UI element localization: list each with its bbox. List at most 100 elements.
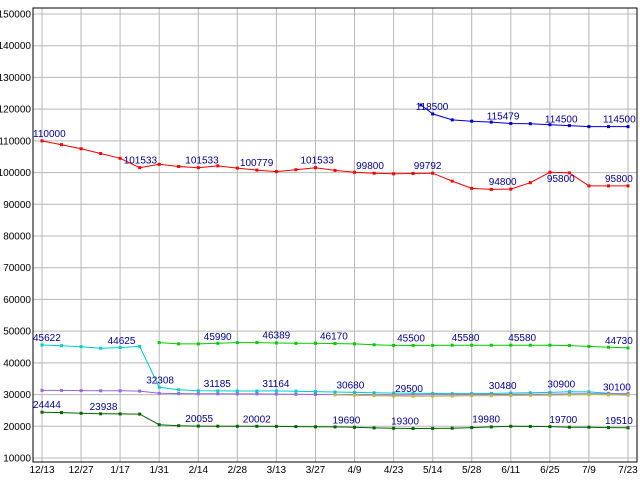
series-marker-purple <box>294 392 298 396</box>
series-marker-red <box>353 170 356 174</box>
series-marker-red <box>216 164 220 168</box>
series-marker-purple <box>235 392 239 396</box>
y-axis-tick-label: 10000 <box>3 454 31 465</box>
series-marker-blue <box>528 122 532 126</box>
series-marker-red <box>626 184 630 188</box>
series-marker-darkgreen <box>216 424 220 428</box>
series-marker-darkgreen <box>274 424 278 428</box>
y-axis-tick-label: 30000 <box>3 390 31 401</box>
series-marker-darkgreen <box>157 423 161 427</box>
data-point-label: 99792 <box>414 161 442 172</box>
series-marker-red <box>79 147 83 151</box>
series-marker-yellow <box>470 394 474 398</box>
y-axis-tick-label: 140000 <box>0 41 31 52</box>
data-point-label: 30900 <box>547 380 575 391</box>
y-axis-tick-label: 130000 <box>0 73 31 84</box>
series-marker-purple <box>216 392 220 396</box>
x-axis-tick-label: 7/23 <box>618 465 638 476</box>
y-axis-tick-label: 80000 <box>3 232 31 243</box>
series-marker-green <box>314 341 317 345</box>
series-marker-green <box>177 342 181 346</box>
data-point-label: 46170 <box>320 331 348 342</box>
series-marker-purple <box>79 389 83 393</box>
series-marker-green <box>255 341 259 345</box>
data-point-label: 45580 <box>452 333 480 344</box>
series-marker-green <box>216 341 220 345</box>
y-axis-tick-label: 70000 <box>3 263 31 274</box>
data-point-label: 30100 <box>603 382 631 393</box>
series-marker-yellow <box>626 393 630 397</box>
data-point-label: 19300 <box>391 417 419 428</box>
series-marker-red <box>509 187 513 191</box>
series-marker-cyan <box>138 344 142 348</box>
series-marker-blue <box>450 118 454 122</box>
series-marker-green <box>372 343 376 347</box>
x-axis-tick-label: 4/23 <box>384 465 404 476</box>
x-axis-tick-label: 5/14 <box>423 465 443 476</box>
series-marker-red <box>567 171 571 175</box>
series-marker-green <box>235 341 239 345</box>
series-marker-cyan <box>294 389 298 393</box>
x-axis-tick-label: 3/27 <box>306 465 326 476</box>
data-point-label: 101533 <box>185 156 219 167</box>
series-marker-blue <box>567 124 571 128</box>
series-marker-cyan <box>314 390 317 394</box>
series-marker-green <box>470 343 474 347</box>
series-marker-green <box>274 341 278 345</box>
y-axis-tick-label: 110000 <box>0 136 31 147</box>
data-point-label: 118500 <box>416 102 449 113</box>
series-marker-red <box>431 171 435 175</box>
series-marker-green <box>392 343 396 347</box>
series-marker-darkgreen <box>294 425 298 429</box>
series-marker-yellow <box>411 394 415 398</box>
series-marker-purple <box>157 391 161 395</box>
data-point-label: 99800 <box>356 161 384 172</box>
series-marker-green <box>587 344 591 348</box>
series-marker-purple <box>99 389 103 393</box>
y-axis-tick-label: 20000 <box>3 422 31 433</box>
data-point-label: 19700 <box>549 415 577 426</box>
series-marker-yellow <box>489 394 493 398</box>
series-marker-red <box>333 168 337 172</box>
data-point-label: 30680 <box>337 380 365 391</box>
series-marker-blue <box>509 122 513 125</box>
series-marker-red <box>450 179 454 183</box>
series-marker-green <box>548 343 552 347</box>
series-marker-red <box>255 168 259 172</box>
x-axis-tick-label: 12/27 <box>69 465 94 476</box>
series-marker-darkgreen <box>235 424 239 428</box>
series-marker-cyan <box>274 389 278 393</box>
series-marker-darkgreen <box>79 411 83 415</box>
series-marker-green <box>528 343 532 347</box>
series-marker-blue <box>470 119 474 123</box>
series-marker-red <box>528 181 532 185</box>
series-marker-yellow <box>392 394 396 398</box>
series-marker-purple <box>40 388 44 392</box>
series-marker-yellow <box>353 393 356 397</box>
series-marker-red <box>392 172 396 176</box>
series-marker-green <box>333 342 337 346</box>
x-axis-tick-label: 4/9 <box>348 465 362 476</box>
series-marker-green <box>489 343 493 347</box>
data-point-label: 24444 <box>33 400 61 411</box>
series-marker-green <box>450 343 454 347</box>
series-marker-red <box>118 156 122 160</box>
x-axis-tick-label: 7/9 <box>582 465 596 476</box>
data-point-label: 101533 <box>124 156 158 167</box>
series-marker-red <box>138 166 142 170</box>
series-marker-darkgreen <box>489 425 493 429</box>
series-marker-cyan <box>333 390 337 394</box>
data-point-label: 46389 <box>262 331 290 342</box>
data-point-label: 23938 <box>90 402 118 413</box>
series-marker-darkgreen <box>196 424 200 428</box>
data-point-label: 115479 <box>487 112 520 123</box>
data-point-label: 94800 <box>489 177 517 188</box>
x-axis-tick-label: 1/17 <box>110 465 130 476</box>
series-marker-green <box>607 345 610 349</box>
series-marker-blue <box>626 125 630 129</box>
series-marker-green <box>431 343 435 347</box>
x-axis-tick-label: 3/13 <box>267 465 287 476</box>
series-marker-blue <box>419 103 423 107</box>
